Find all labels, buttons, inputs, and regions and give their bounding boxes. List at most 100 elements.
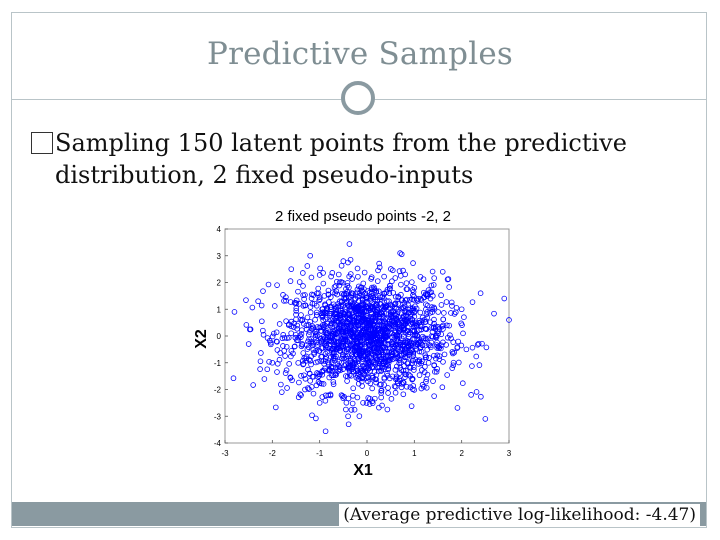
data-point bbox=[428, 282, 435, 289]
data-point bbox=[319, 368, 326, 374]
data-point bbox=[402, 346, 409, 352]
data-point bbox=[411, 323, 417, 330]
data-point bbox=[401, 305, 407, 312]
data-point bbox=[350, 385, 357, 392]
data-point bbox=[405, 310, 412, 316]
data-point bbox=[348, 407, 355, 413]
data-point bbox=[409, 375, 416, 382]
data-point bbox=[323, 354, 329, 360]
data-point bbox=[359, 362, 366, 369]
data-point bbox=[273, 338, 280, 345]
data-point bbox=[271, 303, 278, 309]
data-point bbox=[393, 375, 400, 382]
data-point bbox=[330, 381, 337, 388]
data-point bbox=[398, 384, 405, 391]
data-point bbox=[396, 325, 403, 331]
data-point bbox=[392, 389, 399, 396]
data-point bbox=[296, 379, 302, 386]
data-point bbox=[417, 309, 424, 316]
data-point bbox=[391, 315, 397, 321]
data-point bbox=[403, 383, 410, 390]
data-point bbox=[296, 279, 303, 285]
data-point bbox=[323, 323, 329, 330]
data-point bbox=[230, 375, 237, 382]
data-point bbox=[360, 369, 367, 375]
data-point bbox=[458, 306, 465, 313]
data-point bbox=[291, 324, 297, 330]
data-point bbox=[255, 298, 261, 305]
data-point bbox=[280, 343, 286, 349]
data-point bbox=[434, 339, 440, 346]
data-point bbox=[330, 379, 337, 385]
data-point bbox=[387, 375, 393, 382]
data-point bbox=[299, 327, 305, 333]
data-point bbox=[446, 322, 453, 329]
data-point bbox=[307, 378, 313, 384]
data-point bbox=[306, 386, 312, 392]
y-tick-label: 2 bbox=[217, 279, 222, 288]
x-tick-label: 2 bbox=[459, 449, 464, 458]
data-point bbox=[404, 286, 411, 292]
data-point bbox=[451, 349, 458, 356]
data-point bbox=[431, 362, 437, 369]
data-point bbox=[404, 324, 411, 331]
data-point bbox=[400, 304, 406, 311]
data-point bbox=[300, 283, 306, 289]
data-point bbox=[475, 340, 482, 347]
data-point bbox=[366, 289, 373, 296]
data-point bbox=[307, 309, 314, 316]
data-point bbox=[371, 303, 378, 309]
data-point bbox=[338, 355, 345, 362]
data-point bbox=[419, 367, 425, 373]
data-point bbox=[342, 325, 349, 332]
data-point bbox=[316, 400, 323, 406]
data-point bbox=[292, 300, 299, 306]
data-point bbox=[349, 320, 356, 327]
data-point bbox=[440, 316, 446, 323]
data-point bbox=[308, 274, 315, 281]
data-point bbox=[331, 349, 337, 355]
y-tick-label: -3 bbox=[214, 412, 222, 421]
data-point bbox=[347, 271, 354, 277]
data-point bbox=[446, 284, 452, 290]
data-point bbox=[422, 352, 429, 359]
data-point bbox=[298, 331, 305, 337]
data-point bbox=[301, 372, 307, 379]
data-point bbox=[312, 316, 318, 323]
data-point bbox=[454, 405, 461, 411]
data-point bbox=[243, 322, 250, 328]
data-point bbox=[431, 393, 437, 399]
data-point bbox=[375, 318, 382, 325]
data-point bbox=[308, 336, 314, 342]
data-point bbox=[258, 302, 265, 309]
data-point bbox=[403, 371, 409, 378]
data-point bbox=[439, 269, 446, 275]
data-point bbox=[402, 374, 408, 380]
data-point bbox=[300, 270, 306, 276]
data-point bbox=[394, 335, 401, 342]
data-point bbox=[309, 412, 315, 419]
data-point bbox=[364, 367, 370, 374]
data-point bbox=[361, 269, 368, 276]
data-point bbox=[334, 313, 341, 320]
data-point bbox=[407, 305, 413, 311]
scatter-chart: 2 fixed pseudo points -2, 2 -3 -2 -1 0 1 2 3 -… bbox=[193, 208, 512, 479]
data-point bbox=[408, 403, 415, 409]
data-point bbox=[359, 292, 366, 298]
data-point bbox=[260, 331, 267, 338]
data-point bbox=[314, 324, 321, 330]
data-point bbox=[506, 317, 512, 323]
data-point bbox=[298, 373, 304, 379]
data-point bbox=[373, 308, 380, 315]
data-point bbox=[372, 315, 378, 321]
data-point bbox=[268, 341, 274, 348]
data-point bbox=[363, 400, 370, 406]
data-point bbox=[274, 369, 280, 375]
data-point bbox=[410, 260, 416, 266]
data-point bbox=[368, 274, 375, 280]
y-axis-ticks: -4 -3 -2 -1 0 1 2 3 4 bbox=[214, 225, 228, 448]
data-point bbox=[391, 301, 398, 308]
data-point bbox=[397, 273, 404, 279]
data-point bbox=[303, 353, 310, 360]
data-point bbox=[260, 288, 266, 294]
